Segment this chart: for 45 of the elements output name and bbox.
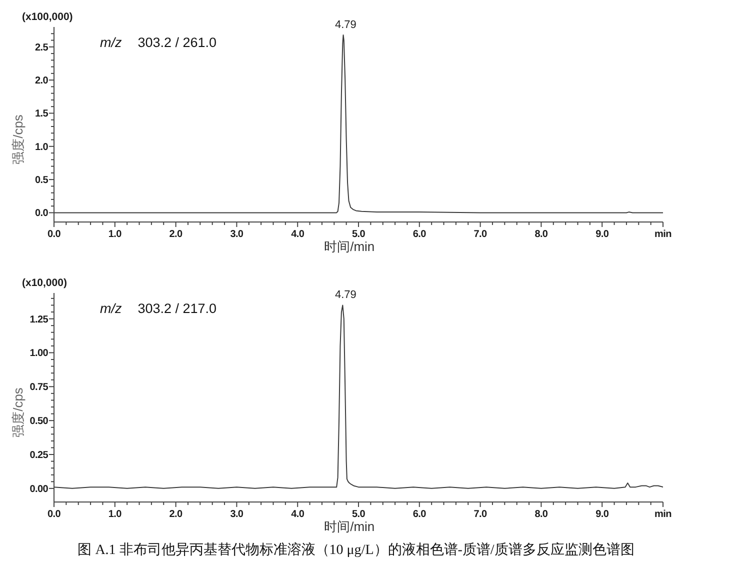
x-tick-label: 5.0 (352, 509, 366, 520)
x-tick-label: 0.0 (47, 229, 62, 240)
x-tick-label: 2.0 (169, 509, 184, 520)
y-axis-title: 强度/cps (10, 114, 26, 164)
x-tick-label: 0.0 (47, 509, 62, 520)
y-tick-label: 0.25 (30, 450, 49, 461)
x-axis-title: 时间/min (324, 239, 375, 254)
x-tick-label: 1.0 (108, 509, 122, 520)
y-tick-label: 0.5 (34, 175, 49, 186)
y-tick-label: 0.00 (30, 484, 49, 495)
x-tick-label: 3.0 (230, 509, 244, 520)
x-tick-label: 5.0 (352, 229, 366, 240)
text: 图 A.1 非布司他异丙基替代物标准溶液（10 μg/L）的液相色谱-质谱/质谱多反应监测色谱图 (78, 542, 634, 560)
y-tick-label: 2.5 (34, 42, 49, 54)
x-axis-title: 时间/min (324, 519, 375, 534)
x-tick-label: 6.0 (412, 509, 427, 520)
y-axis-title: 强度/cps (10, 387, 26, 438)
text: (x100,000) (22, 11, 73, 23)
text: (x10,000) (22, 277, 67, 289)
x-tick-label: 4.0 (291, 509, 305, 520)
x-tick-label: 3.0 (230, 229, 244, 240)
annotation: 4.79 (335, 289, 356, 302)
y-tick-label: 0.75 (30, 382, 49, 394)
x-tick-label: 7.0 (474, 509, 488, 520)
x-tick-label: 4.0 (291, 229, 305, 240)
x-tick-label: min (654, 509, 672, 520)
y-tick-label: 1.00 (30, 348, 49, 360)
x-tick-label: 6.0 (412, 229, 427, 240)
x-tick-label: 8.0 (534, 229, 548, 240)
text: m/z 303.2 / 261.0 (100, 35, 217, 50)
y-tick-label: 1.0 (34, 142, 49, 153)
x-tick-label: 9.0 (596, 509, 610, 520)
text: m/z 303.2 / 217.0 (100, 301, 217, 316)
y-tick-label: 0.50 (30, 416, 49, 428)
x-tick-label: 8.0 (534, 509, 548, 520)
y-tick-label: 0.0 (34, 208, 49, 220)
x-tick-label: 7.0 (474, 229, 488, 240)
annotation: 4.79 (335, 18, 356, 31)
x-tick-label: min (654, 229, 672, 240)
y-tick-label: 2.0 (34, 76, 49, 87)
x-tick-label: 1.0 (108, 229, 122, 240)
x-tick-label: 9.0 (596, 229, 610, 240)
y-tick-label: 1.5 (34, 108, 49, 120)
y-tick-label: 1.25 (30, 314, 49, 326)
x-tick-label: 2.0 (169, 229, 184, 240)
